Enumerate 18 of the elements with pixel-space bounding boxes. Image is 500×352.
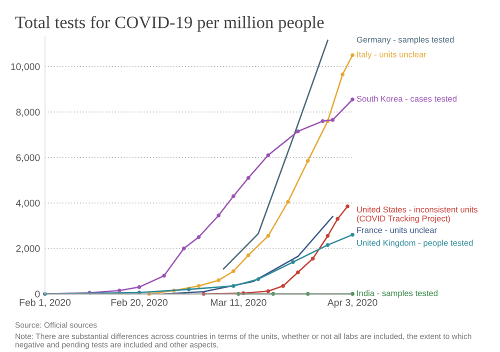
chart-title: Total tests for COVID-19 per million people: [15, 16, 324, 32]
series-label: United States - inconsistent units (COVID Tracking Project): [356, 206, 478, 224]
y-tick-label: 10,000: [11, 63, 40, 72]
x-tick-label: Apr 3, 2020: [327, 299, 378, 308]
y-tick-label: 4,000: [16, 200, 40, 208]
x-tick-label: Mar 11, 2020: [210, 299, 266, 308]
series-label: Italy - units unclear: [357, 51, 426, 60]
y-tick-label: 2,000: [16, 245, 40, 254]
series-label: India - samples tested: [357, 290, 438, 298]
text: Germany - samples tested: [356, 36, 454, 44]
y-tick-label: 0: [35, 290, 40, 298]
x-tick-label: Feb 1, 2020: [20, 298, 71, 308]
x-tick-label: Feb 20, 2020: [111, 298, 168, 308]
text: France - units unclear: [357, 226, 437, 234]
y-tick-label: 6,000: [16, 154, 40, 162]
series-label: South Korea - cases tested: [356, 96, 456, 102]
series-label: United Kingdom - people tested: [357, 240, 473, 248]
y-tick-label: 8,000: [16, 108, 40, 117]
